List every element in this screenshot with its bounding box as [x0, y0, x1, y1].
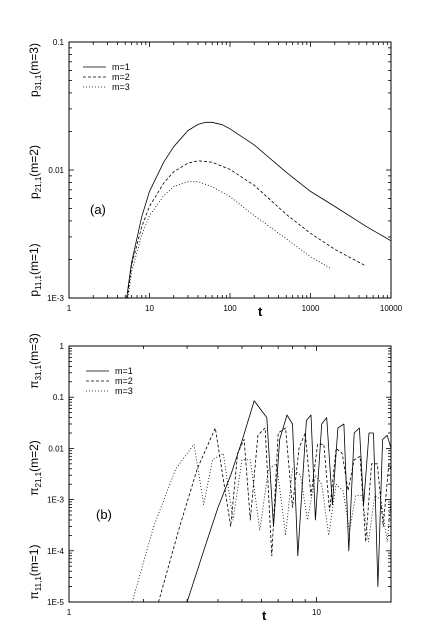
x-axis-label: t — [262, 608, 267, 623]
panel-label: (a) — [90, 202, 106, 217]
panel-b: 1 10 1E-5 1E-4 1E-3 0.01 0.1 1 t π11,1(m=1) π21,1(… — [27, 333, 392, 623]
series-line-m1 — [186, 400, 391, 602]
y-tick-label: 0.1 — [53, 38, 65, 47]
y-axis-label-3: π31,1(m=3) — [27, 333, 43, 389]
y-axis-label-1: p11,1(m=1) — [27, 243, 43, 296]
series-line-m2 — [126, 160, 365, 298]
x-tick-label: 1 — [67, 608, 72, 617]
x-axis-label: t — [258, 304, 263, 319]
y-axis-label-1: π11,1(m=1) — [27, 545, 43, 600]
legend-label-m3: m=3 — [112, 82, 130, 92]
panel-label: (b) — [96, 507, 112, 522]
plot-frame — [68, 345, 392, 603]
legend-label-m2: m=2 — [112, 72, 130, 82]
y-tick-label: 0.1 — [53, 393, 65, 402]
y-tick-label: 1E-4 — [47, 547, 64, 556]
y-tick-label: 1E-5 — [47, 598, 64, 607]
legend-label-m1: m=1 — [115, 366, 133, 376]
y-tick-label: 1E-3 — [47, 496, 64, 505]
legend-label-m1: m=1 — [112, 62, 130, 72]
y-axis-label-2: π21,1(m=2) — [27, 440, 43, 496]
x-tick-label: 10000 — [380, 304, 403, 313]
x-tick-label: 100 — [223, 304, 237, 313]
y-axis-label-3: p31,1(m=3) — [27, 43, 43, 97]
x-tick-label: 1000 — [302, 304, 320, 313]
series-line-m1 — [126, 121, 391, 298]
y-tick-label: 1 — [60, 342, 65, 351]
y-tick-label: 1E-3 — [47, 294, 64, 303]
legend-label-m3: m=3 — [115, 386, 133, 396]
series-line-m3 — [127, 181, 332, 298]
x-tick-label: 10 — [145, 304, 154, 313]
x-tick-label: 10 — [312, 608, 321, 617]
panel-a: 1 10 100 1000 10000 1E-3 0.01 0.1 t p11,1(m=1) p21… — [27, 38, 403, 319]
legend-label-m2: m=2 — [115, 376, 133, 386]
series-line-m2 — [158, 427, 391, 602]
y-axis-label-2: p21,1(m=2) — [27, 145, 43, 199]
x-tick-label: 1 — [67, 304, 72, 313]
y-tick-label: 0.01 — [48, 166, 64, 175]
series-line-m3 — [131, 443, 391, 602]
y-tick-label: 0.01 — [48, 444, 64, 453]
